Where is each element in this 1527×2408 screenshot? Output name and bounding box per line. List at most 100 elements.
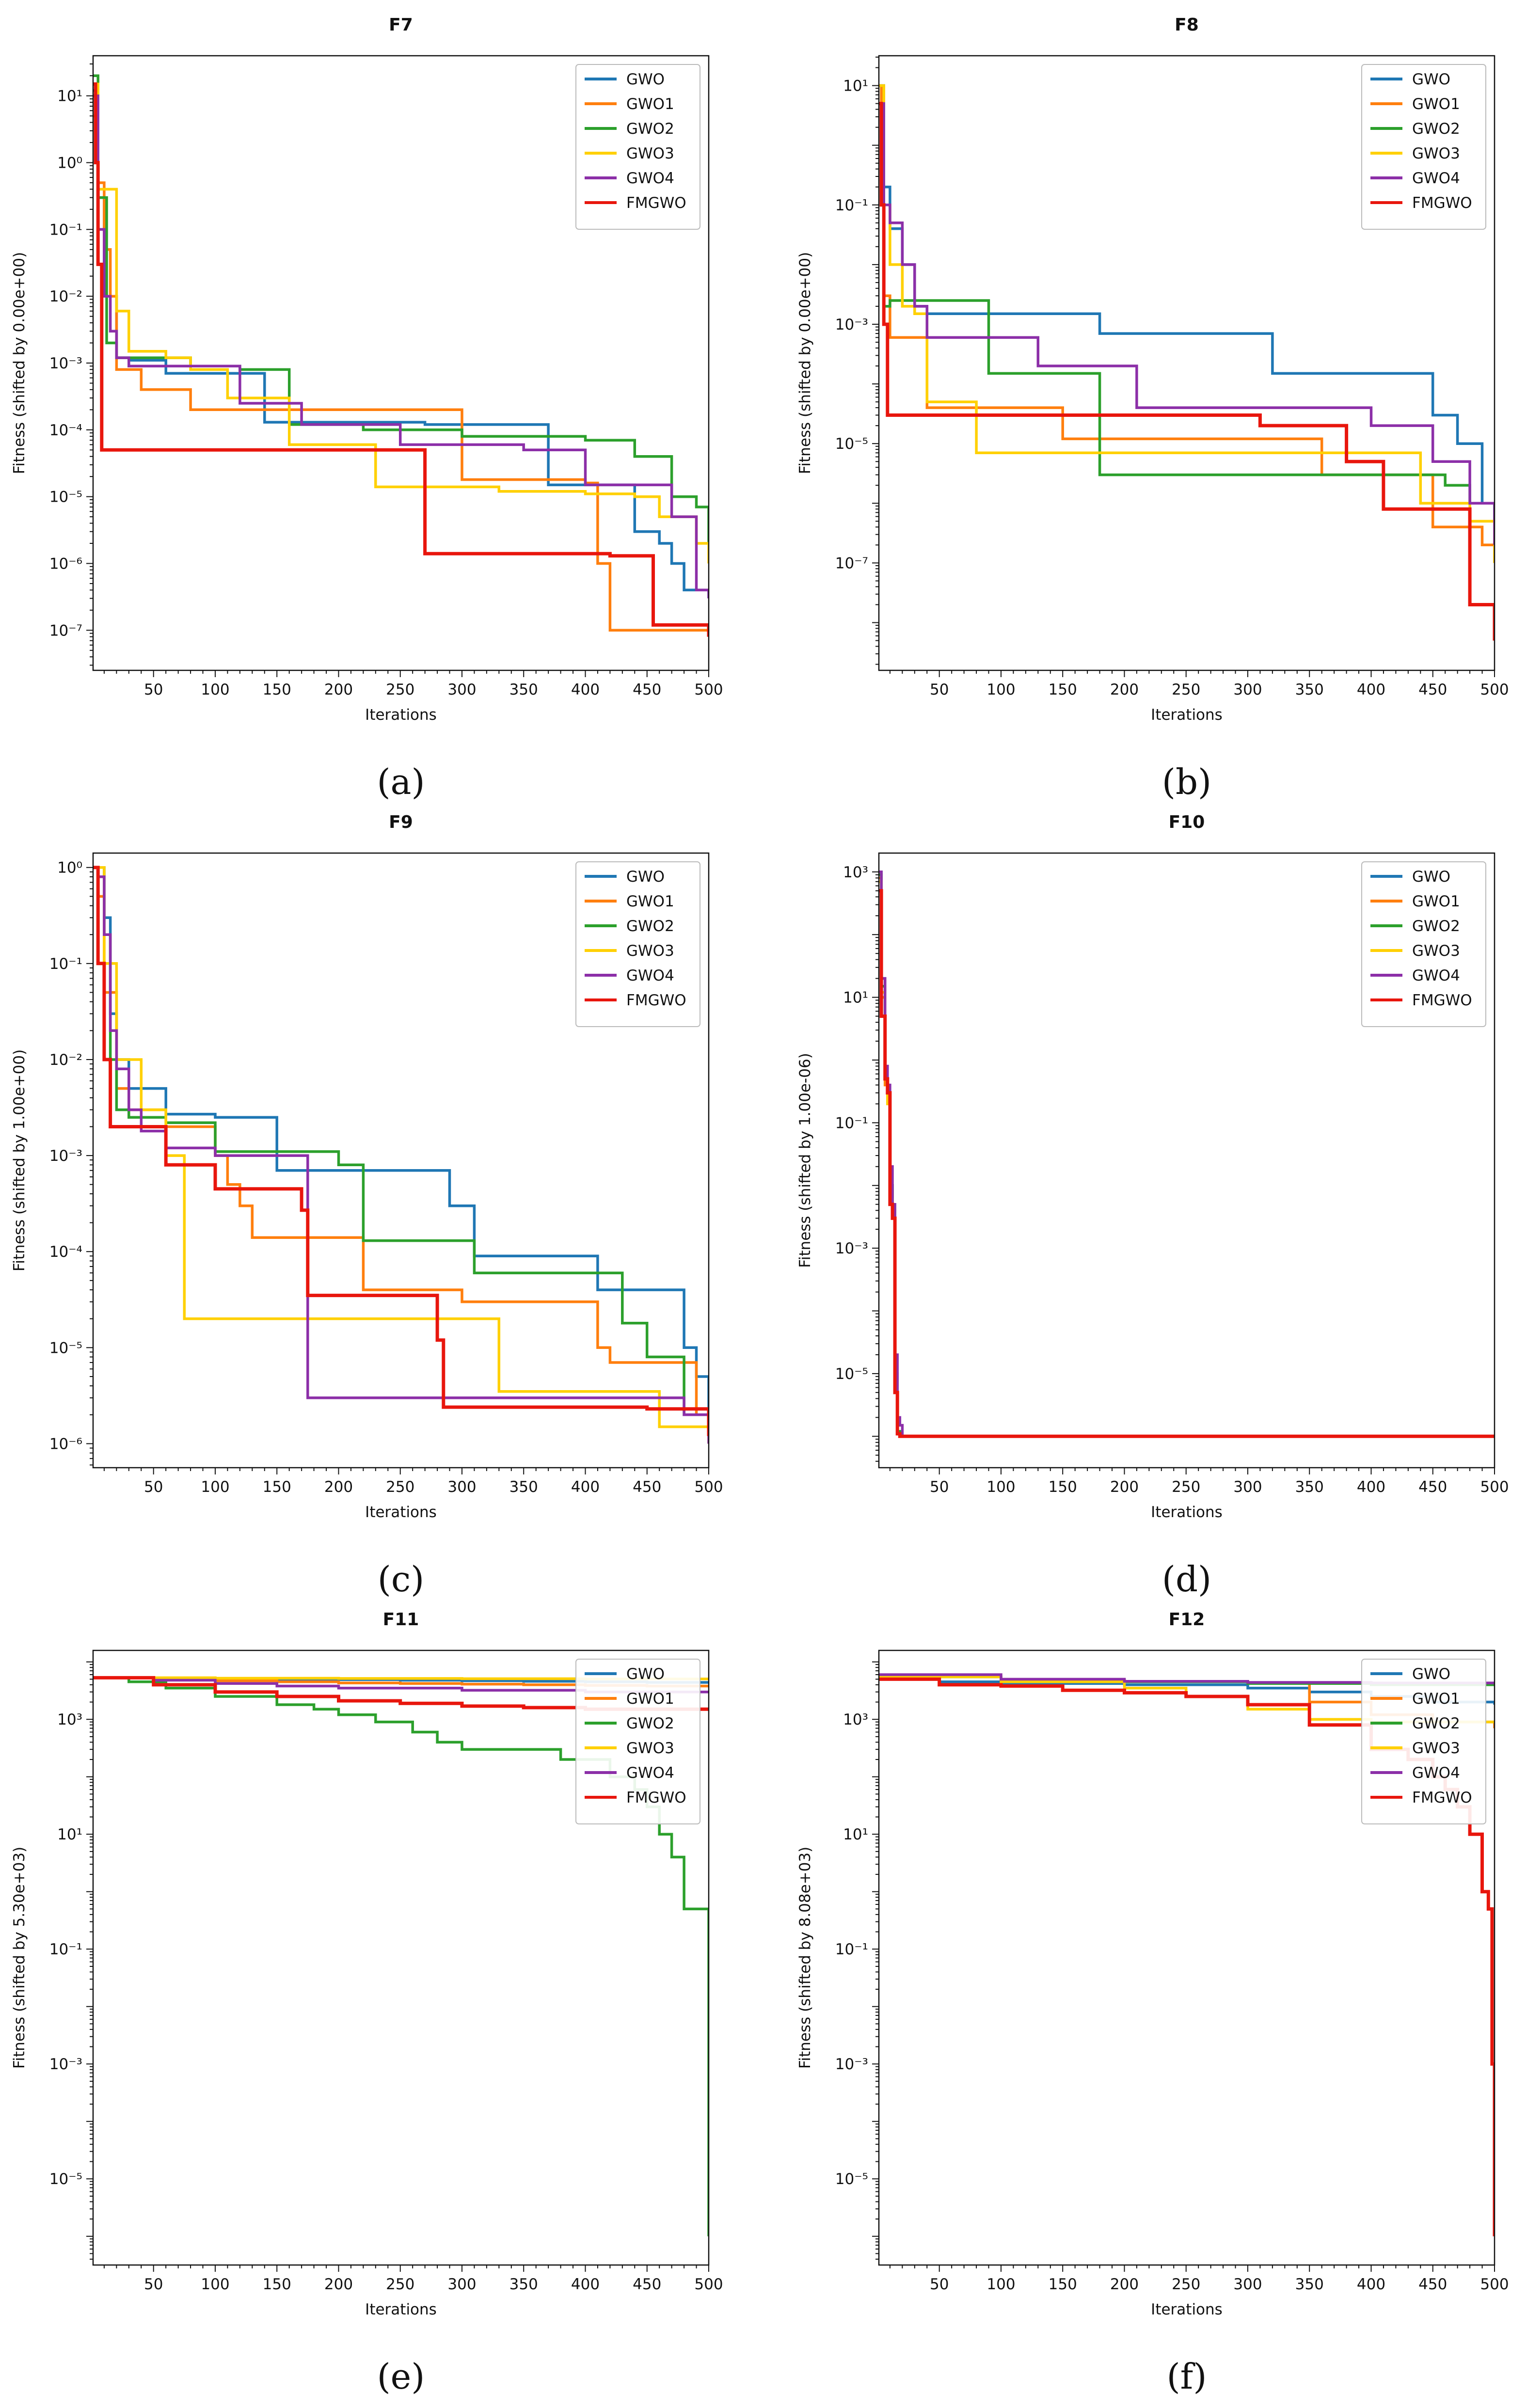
y-tick-label: 10⁻³	[835, 1240, 868, 1257]
x-tick-label: 250	[386, 681, 414, 698]
x-tick-label: 350	[1295, 681, 1324, 698]
x-axis-label: Iterations	[1151, 1504, 1223, 1521]
legend-label: GWO3	[626, 145, 674, 162]
panel-caption: (e)	[377, 2356, 425, 2397]
chart-title: F9	[389, 812, 413, 832]
x-tick-label: 250	[386, 1478, 414, 1496]
x-tick-label: 450	[1418, 1478, 1447, 1496]
x-tick-label: 100	[986, 1478, 1015, 1496]
legend: GWO GWO1 GWO2 GWO3 GWO4 FMGWO	[575, 1659, 700, 1824]
chart-title: F10	[1169, 812, 1205, 832]
y-tick-label: 10⁻⁵	[835, 1365, 868, 1383]
y-axis-label: Fitness (shifted by 5.30e+03)	[11, 1847, 28, 2069]
series-line-gwo2	[879, 84, 1495, 522]
legend-label: GWO3	[1412, 942, 1460, 960]
y-tick-label: 10¹	[843, 989, 868, 1007]
series-line-gwo	[879, 84, 1495, 522]
x-tick-label: 450	[633, 2276, 661, 2293]
x-tick-label: 100	[201, 2276, 229, 2293]
legend-label: FMGWO	[1412, 992, 1472, 1009]
x-tick-label: 450	[1418, 681, 1447, 698]
x-tick-label: 500	[694, 681, 723, 698]
legend-label: GWO	[1412, 71, 1450, 88]
x-tick-label: 100	[986, 681, 1015, 698]
y-axis-label: Fitness (shifted by 1.00e-06)	[796, 1053, 814, 1268]
y-axis-label: Fitness (shifted by 0.00e+00)	[11, 252, 28, 474]
series-group	[93, 866, 709, 1444]
x-tick-label: 350	[509, 2276, 538, 2293]
y-tick-label: 10⁻¹	[49, 221, 82, 238]
legend-label: GWO1	[626, 893, 674, 910]
legend: GWO GWO1 GWO2 GWO3 GWO4 FMGWO	[575, 861, 700, 1027]
legend-box	[1361, 1659, 1486, 1824]
x-tick-label: 250	[1172, 1478, 1200, 1496]
x-tick-label: 150	[1049, 681, 1077, 698]
y-tick-label: 10⁻⁷	[49, 622, 82, 639]
chart-panel-e: F11 50 100 150 200 250 300 350 400 450 500 10⁻⁵ 10⁻³…	[11, 1610, 723, 2397]
legend-label: GWO	[626, 1665, 665, 1683]
x-tick-label: 200	[1110, 1478, 1139, 1496]
legend-box	[1361, 861, 1486, 1027]
series-line-fmgwo	[93, 866, 709, 1436]
series-line-gwo2	[93, 1676, 709, 2236]
y-tick-label: 10⁻¹	[835, 197, 868, 214]
legend-label: GWO1	[1412, 1690, 1460, 1708]
x-tick-label: 400	[571, 2276, 600, 2293]
x-tick-label: 200	[1110, 681, 1139, 698]
series-line-gwo3	[93, 82, 709, 564]
x-tick-label: 300	[1233, 1478, 1262, 1496]
chart-panel-c: F9 50 100 150 200 250 300 350 400 450 500 10⁻⁶ 10⁻⁵ 1…	[11, 812, 723, 1600]
y-tick-label: 10⁻¹	[49, 955, 82, 973]
chart-panel-f: F12 50 100 150 200 250 300 350 400 450 500 10⁻⁵ 10⁻³…	[796, 1610, 1509, 2397]
y-tick-label: 10⁻⁵	[835, 2170, 868, 2188]
y-tick-label: 10⁻⁶	[49, 1435, 82, 1453]
y-tick-label: 10⁰	[57, 859, 82, 877]
y-tick-label: 10⁻⁶	[49, 555, 82, 572]
x-tick-label: 200	[1110, 2276, 1139, 2293]
chart-panel-d: F10 50 100 150 200 250 300 350 400 450 500 10⁻⁵ 10⁻³…	[796, 812, 1509, 1600]
legend-label: GWO3	[1412, 1740, 1460, 1757]
legend: GWO GWO1 GWO2 GWO3 GWO4 FMGWO	[1361, 1659, 1486, 1824]
y-tick-label: 10⁻⁵	[49, 489, 82, 506]
x-tick-label: 300	[447, 2276, 476, 2293]
x-tick-label: 400	[1357, 681, 1385, 698]
legend-label: GWO1	[626, 1690, 674, 1708]
legend: GWO GWO1 GWO2 GWO3 GWO4 FMGWO	[1361, 64, 1486, 230]
y-tick-label: 10¹	[57, 1826, 82, 1843]
legend-label: GWO2	[1412, 120, 1460, 138]
series-group	[879, 871, 1495, 1438]
y-tick-label: 10⁻⁷	[835, 554, 868, 572]
x-tick-label: 300	[1233, 2276, 1262, 2293]
x-tick-label: 400	[571, 1478, 600, 1496]
x-tick-label: 400	[571, 681, 600, 698]
y-tick-label: 10⁻⁴	[49, 1243, 82, 1261]
x-tick-label: 200	[324, 2276, 353, 2293]
x-tick-label: 300	[447, 681, 476, 698]
chart-title: F12	[1169, 1610, 1205, 1630]
legend-label: GWO	[626, 868, 665, 886]
y-tick-label: 10⁻⁵	[49, 2170, 82, 2188]
x-tick-label: 500	[1480, 1478, 1509, 1496]
x-tick-label: 250	[1172, 2276, 1200, 2293]
legend-box	[575, 1659, 700, 1824]
x-axis-label: Iterations	[365, 706, 437, 724]
x-tick-label: 50	[144, 1478, 163, 1496]
y-tick-label: 10³	[57, 1711, 82, 1728]
x-tick-label: 300	[1233, 681, 1262, 698]
legend-label: FMGWO	[1412, 1789, 1472, 1806]
x-tick-label: 200	[324, 681, 353, 698]
plot-frame	[878, 852, 1495, 1469]
y-axis-label: Fitness (shifted by 1.00e+00)	[11, 1049, 28, 1271]
legend-label: GWO3	[1412, 145, 1460, 162]
x-tick-label: 150	[1049, 2276, 1077, 2293]
chart-panel-b: F8 50 100 150 200 250 300 350 400 450 500 10⁻⁷ 10⁻⁵ 1…	[796, 15, 1509, 802]
chart-title: F11	[383, 1610, 419, 1630]
legend-label: GWO4	[626, 1764, 674, 1782]
y-tick-label: 10⁻⁵	[49, 1339, 82, 1357]
y-tick-label: 10⁻²	[49, 288, 82, 305]
series-line-fmgwo	[879, 889, 1495, 1438]
x-tick-label: 500	[1480, 2276, 1509, 2293]
y-tick-label: 10⁰	[57, 155, 82, 172]
x-tick-label: 500	[1480, 681, 1509, 698]
legend-label: GWO1	[1412, 95, 1460, 113]
